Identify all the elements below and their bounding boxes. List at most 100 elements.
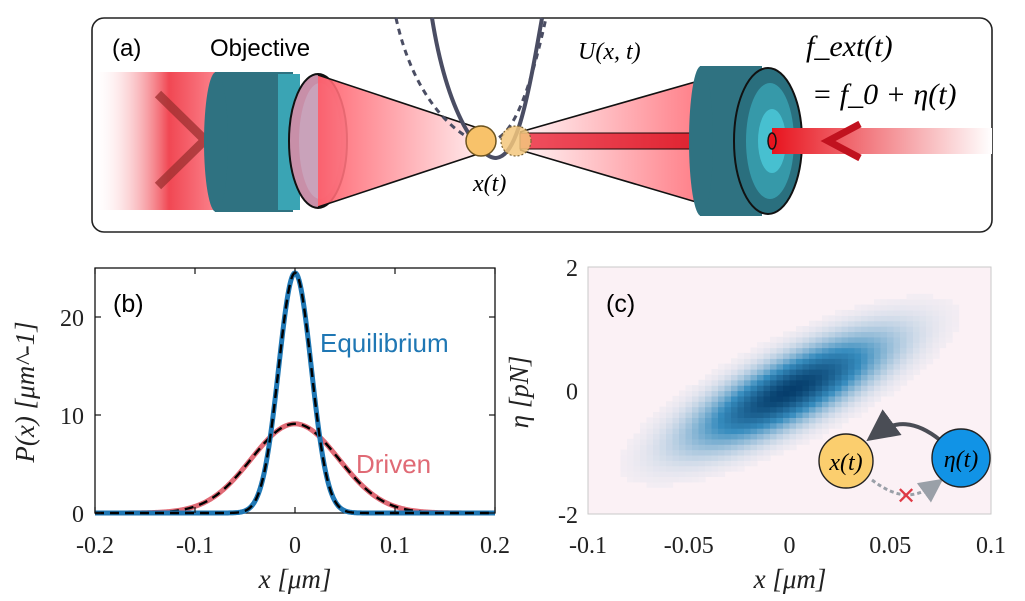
heatmap-cell bbox=[718, 444, 726, 451]
heatmap-cell bbox=[711, 379, 719, 386]
heatmap-cell bbox=[724, 369, 732, 375]
heatmap-cell bbox=[646, 471, 654, 478]
heatmap-cell bbox=[750, 411, 758, 418]
heatmap-cell bbox=[757, 444, 765, 451]
heatmap-cell bbox=[659, 411, 667, 418]
heatmap-cell bbox=[763, 411, 771, 418]
heatmap-cell bbox=[698, 390, 706, 397]
heatmap-cell bbox=[841, 369, 849, 375]
heatmap-cell bbox=[666, 438, 674, 445]
heatmap-cell bbox=[809, 395, 817, 402]
heatmap-cell bbox=[692, 385, 700, 392]
heatmap-cell bbox=[731, 390, 739, 397]
heatmap-cell bbox=[659, 454, 667, 461]
heatmap-cell bbox=[926, 315, 934, 322]
heatmap-cell bbox=[776, 358, 784, 365]
heatmap-cell bbox=[848, 358, 856, 365]
heatmap-cell bbox=[770, 395, 778, 402]
heatmap-cell bbox=[783, 385, 791, 392]
heatmap-cell bbox=[685, 454, 693, 461]
heatmap-cell bbox=[640, 476, 648, 483]
heatmap-cell bbox=[841, 315, 849, 322]
heatmap-cell bbox=[874, 299, 882, 306]
heatmap-cell bbox=[926, 342, 934, 349]
heatmap-cell bbox=[672, 476, 680, 483]
heatmap-cell bbox=[646, 417, 654, 424]
heatmap-cell bbox=[880, 390, 888, 397]
heatmap-cell bbox=[802, 422, 810, 429]
heatmap-cell bbox=[841, 411, 849, 418]
heatmap-cell bbox=[711, 395, 719, 402]
heatmap-cell bbox=[828, 315, 836, 322]
heatmap-cell bbox=[789, 374, 797, 381]
heatmap-cell bbox=[685, 406, 693, 413]
heatmap-cell bbox=[640, 460, 648, 467]
heatmap-cell bbox=[724, 433, 732, 440]
heatmap-cell bbox=[627, 476, 635, 483]
heatmap-cell bbox=[633, 465, 641, 472]
heatmap-cell bbox=[737, 369, 745, 375]
heatmap-cell bbox=[809, 352, 817, 359]
heatmap-cell bbox=[705, 428, 713, 435]
heatmap-cell bbox=[692, 476, 700, 483]
heatmap-cell bbox=[698, 406, 706, 413]
heatmap-cell bbox=[718, 449, 726, 456]
heatmap-cell bbox=[815, 336, 823, 343]
heatmap-cell bbox=[718, 369, 726, 375]
heatmap-cell bbox=[718, 363, 726, 370]
heatmap-cell bbox=[711, 417, 719, 424]
heatmap-cell bbox=[783, 363, 791, 370]
heatmap-cell bbox=[737, 406, 745, 413]
heatmap-cell bbox=[932, 326, 940, 333]
heatmap-cell bbox=[802, 369, 810, 375]
heatmap-cell bbox=[731, 438, 739, 445]
heatmap-cell bbox=[789, 379, 797, 386]
heatmap-cell bbox=[783, 422, 791, 429]
heatmap-cell bbox=[828, 363, 836, 370]
heatmap-cell bbox=[867, 369, 875, 375]
heatmap-cell bbox=[711, 422, 719, 429]
heatmap-cell bbox=[835, 395, 843, 402]
heatmap-cell bbox=[718, 422, 726, 429]
heatmap-cell bbox=[640, 433, 648, 440]
heatmap-cell bbox=[874, 352, 882, 359]
heatmap-cell bbox=[653, 460, 661, 467]
heatmap-cell bbox=[906, 309, 914, 316]
heatmap-cell bbox=[874, 347, 882, 354]
heatmap-cell bbox=[685, 471, 693, 478]
heatmap-cell bbox=[679, 460, 687, 467]
heatmap-cell bbox=[770, 390, 778, 397]
heatmap-cell bbox=[627, 449, 635, 456]
heatmap-cell bbox=[724, 411, 732, 418]
heatmap-cell bbox=[926, 304, 934, 311]
heatmap-cell bbox=[919, 293, 927, 300]
heatmap-cell bbox=[757, 363, 765, 370]
heatmap-cell bbox=[841, 309, 849, 316]
heatmap-cell bbox=[867, 358, 875, 365]
heatmap-cell bbox=[900, 320, 908, 327]
heatmap-cell bbox=[685, 422, 693, 429]
heatmap-cell bbox=[705, 444, 713, 451]
heatmap-cell bbox=[848, 395, 856, 402]
heatmap-cell bbox=[809, 363, 817, 370]
heatmap-cell bbox=[861, 315, 869, 322]
heatmap-cell bbox=[848, 363, 856, 370]
heatmap-cell bbox=[796, 358, 804, 365]
heatmap-cell bbox=[796, 379, 804, 386]
heatmap-cell bbox=[731, 422, 739, 429]
heatmap-cell bbox=[724, 406, 732, 413]
heatmap-cell bbox=[919, 336, 927, 343]
heatmap-cell bbox=[763, 358, 771, 365]
heatmap-cell bbox=[893, 320, 901, 327]
heatmap-cell bbox=[692, 438, 700, 445]
objective-label: Objective bbox=[210, 35, 310, 62]
bead-position-label: x(t) bbox=[472, 171, 506, 197]
heatmap-cell bbox=[705, 401, 713, 408]
heatmap-cell bbox=[835, 347, 843, 354]
heatmap-cell bbox=[724, 390, 732, 397]
heatmap-cell bbox=[893, 336, 901, 343]
heatmap-cell bbox=[874, 309, 882, 316]
heatmap-cell bbox=[672, 465, 680, 472]
heatmap-cell bbox=[893, 299, 901, 306]
heatmap-cell bbox=[640, 438, 648, 445]
